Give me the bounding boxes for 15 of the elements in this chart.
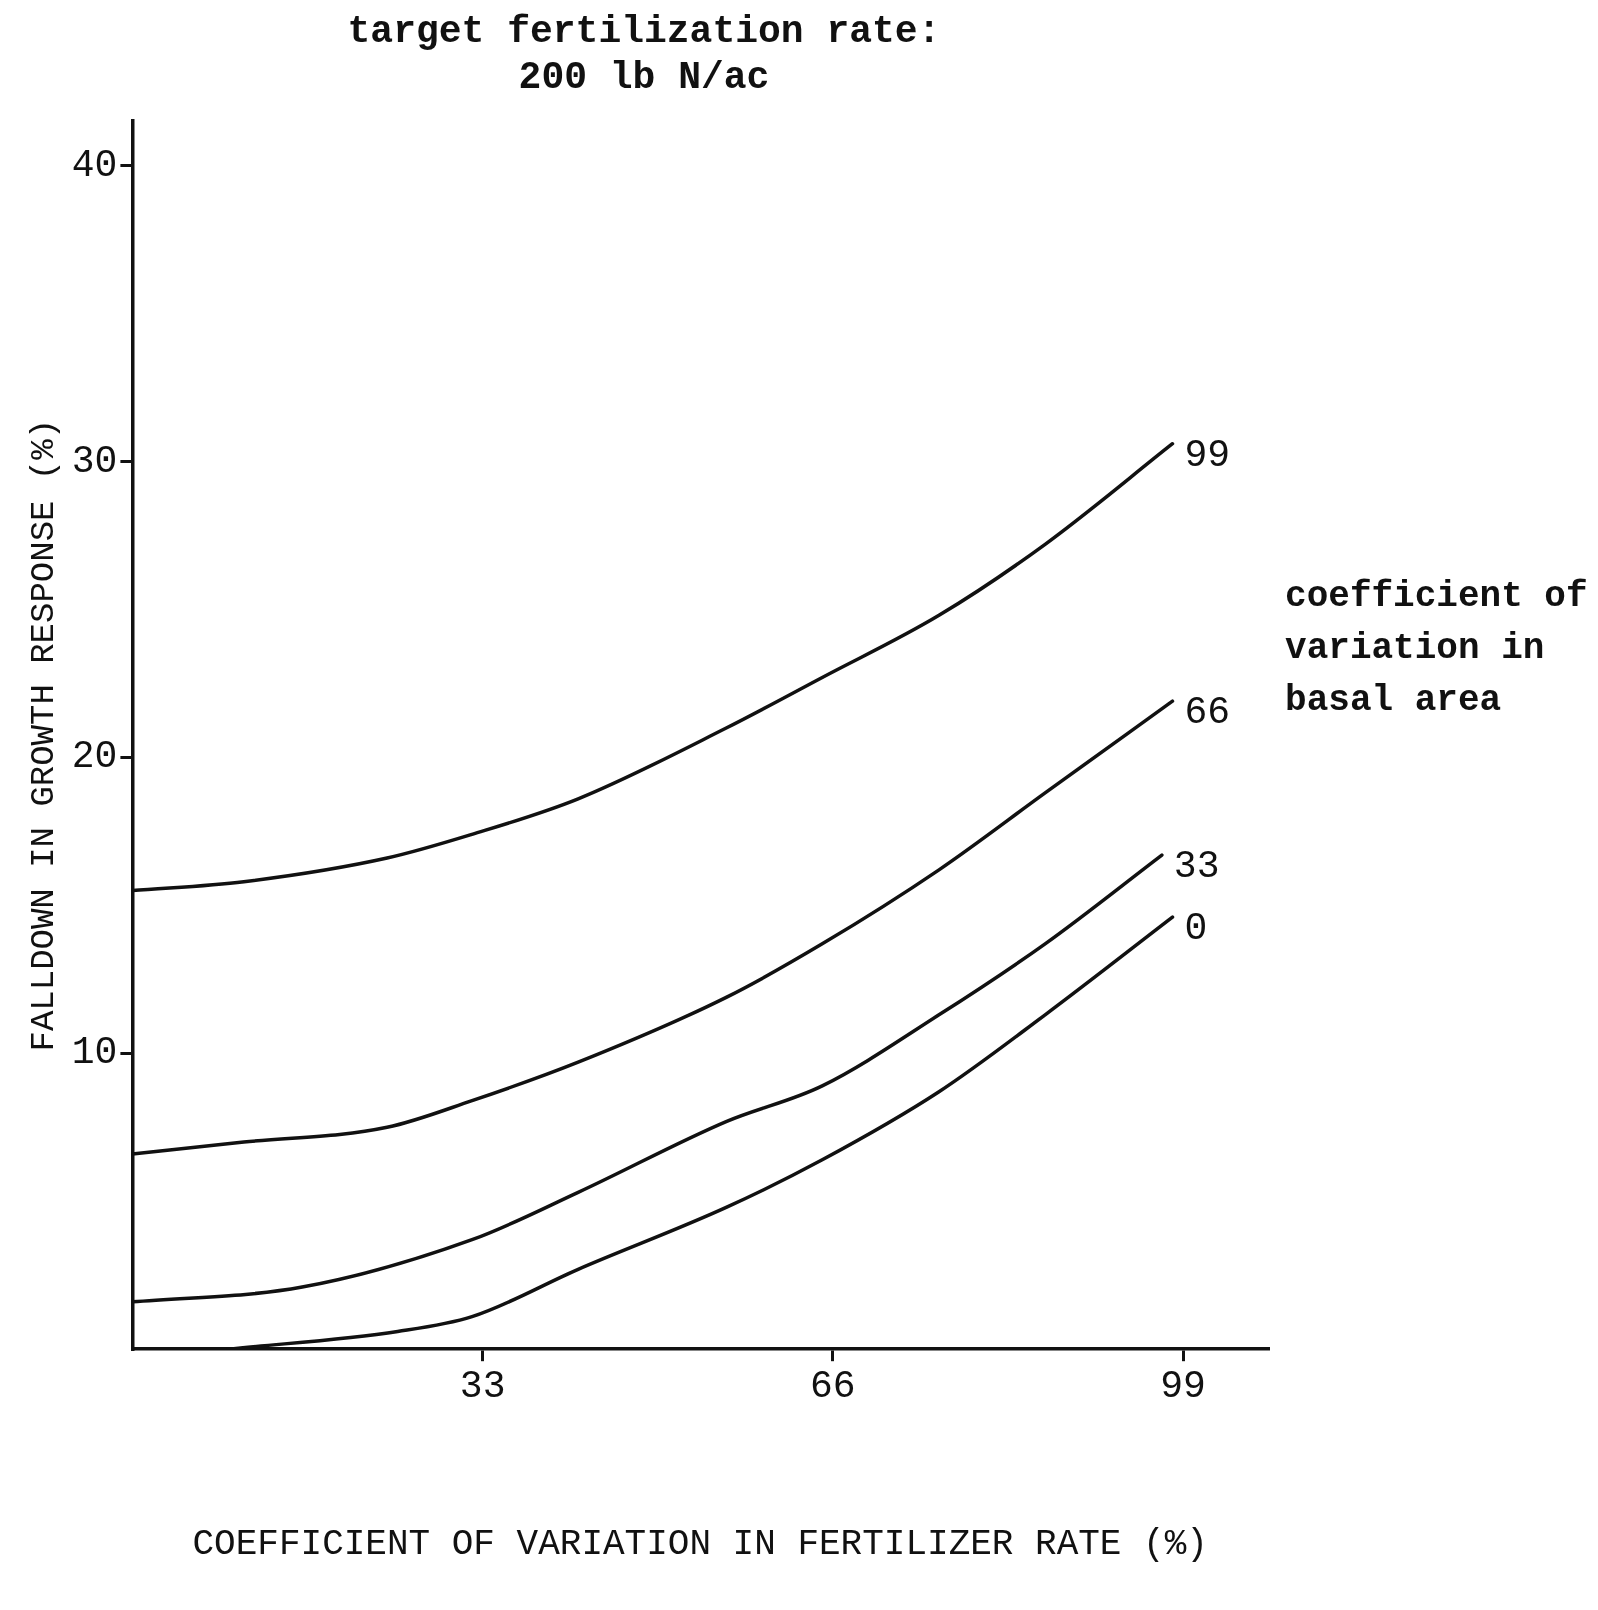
chart-title: target fertilization rate: 200 lb N/ac bbox=[347, 10, 941, 99]
x-tick-label: 66 bbox=[810, 1365, 856, 1409]
y-tick-label: 20 bbox=[71, 735, 118, 779]
y-tick-label: 30 bbox=[71, 439, 118, 483]
series-label: 33 bbox=[1173, 845, 1220, 889]
series-label: 99 bbox=[1184, 433, 1231, 477]
legend-title: coefficient of variation in basal area bbox=[1285, 576, 1588, 722]
y-axis-title: FALLDOWN IN GROWTH RESPONSE (%) bbox=[25, 418, 64, 1052]
x-tick-label: 33 bbox=[459, 1365, 506, 1409]
series-label: 66 bbox=[1184, 691, 1231, 735]
y-tick-label: 40 bbox=[71, 143, 118, 187]
x-axis-title: COEFFICIENT OF VARIATION IN FERTILIZER RATE (%) bbox=[192, 1523, 1208, 1565]
y-tick-label: 10 bbox=[71, 1031, 118, 1075]
x-tick-label: 99 bbox=[1160, 1365, 1206, 1409]
series-label: 0 bbox=[1184, 907, 1208, 951]
